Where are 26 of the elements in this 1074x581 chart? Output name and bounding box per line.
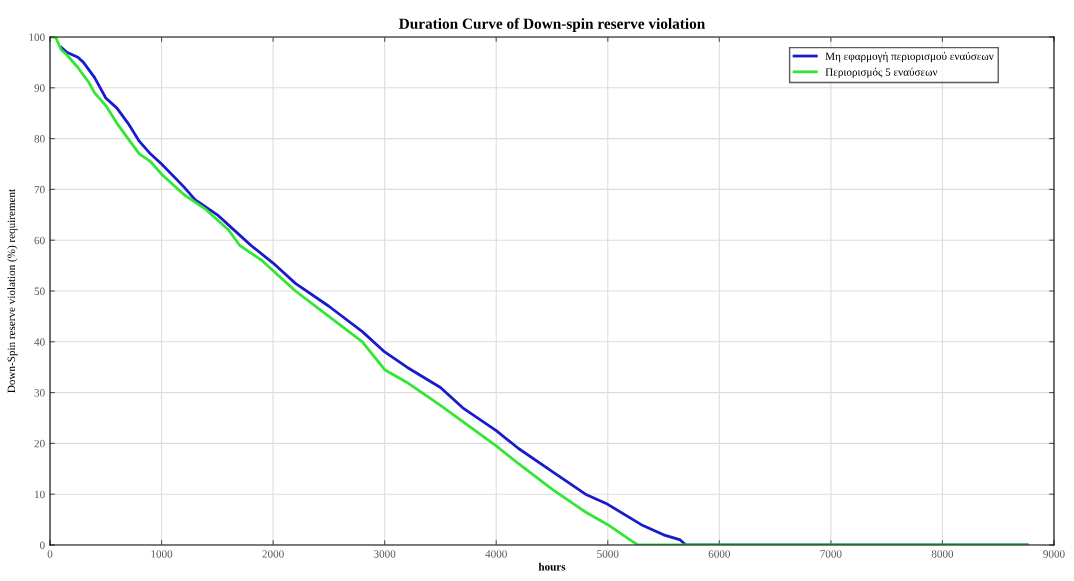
y-tick-label: 0 xyxy=(40,541,45,549)
y-tick-label: 40 xyxy=(34,338,45,346)
x-tick-label: 8000 xyxy=(931,550,954,558)
y-axis-title: Down-Spin reserve violation (%) requirement xyxy=(7,188,18,393)
x-tick-label: 7000 xyxy=(820,550,842,558)
x-tick-label: 2000 xyxy=(262,550,284,558)
y-tick-label: 100 xyxy=(29,33,45,41)
chart-title: Duration Curve of Down-spin reserve violation xyxy=(399,17,706,32)
x-axis-title: hours xyxy=(538,562,566,571)
x-tick-label: 5000 xyxy=(597,550,619,558)
y-tick-label: 60 xyxy=(34,236,45,245)
y-tick-label: 80 xyxy=(34,135,45,143)
x-tick-label: 9000 xyxy=(1043,550,1065,558)
x-tick-label: 6000 xyxy=(708,550,731,558)
x-tick-label: 1000 xyxy=(151,550,173,558)
y-tick-label: 90 xyxy=(34,84,45,92)
legend-label: Μη εφαρμογή περιορισμού εναύσεων xyxy=(825,52,994,63)
y-tick-label: 20 xyxy=(34,439,45,448)
x-tick-label: 3000 xyxy=(374,550,396,558)
legend-label: Περιορισμός 5 εναύσεων xyxy=(825,67,938,79)
x-tick-label: 0 xyxy=(47,550,53,558)
y-tick-label: 50 xyxy=(34,287,45,295)
y-tick-label: 30 xyxy=(34,389,45,397)
x-tick-label: 4000 xyxy=(485,550,507,558)
y-tick-label: 10 xyxy=(35,490,45,499)
y-tick-label: 70 xyxy=(34,185,45,194)
